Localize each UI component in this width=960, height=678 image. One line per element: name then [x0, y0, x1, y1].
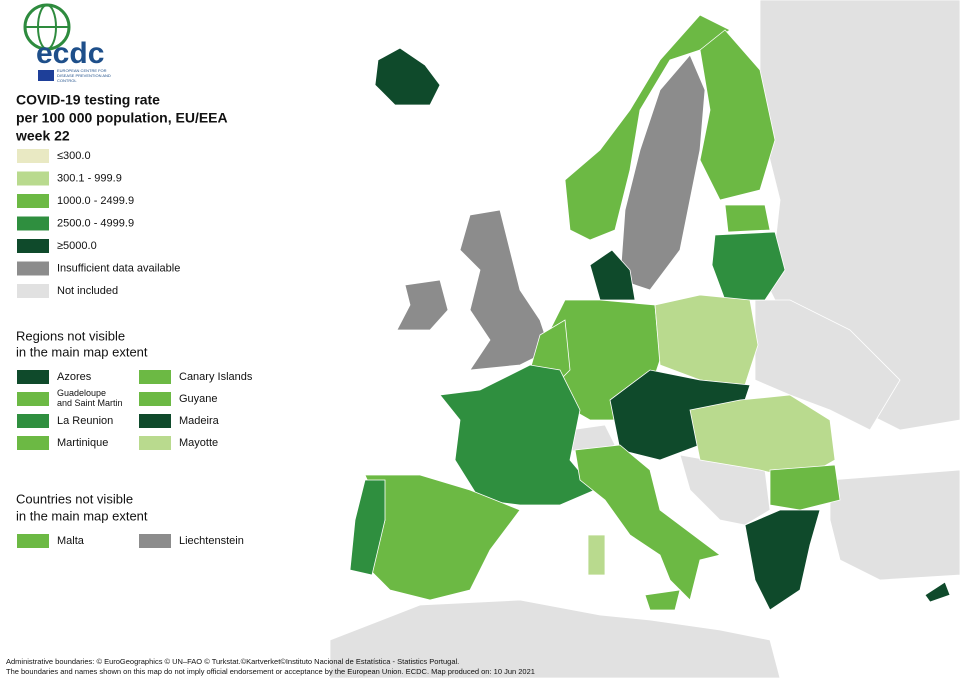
- region-swatch: [139, 414, 171, 428]
- poland: [654, 294, 759, 386]
- legend-label: Insufficient data available: [57, 262, 180, 274]
- map-title: COVID-19 testing rate: [16, 92, 160, 108]
- sicily: [644, 589, 681, 611]
- ukraine-belarus: [754, 299, 901, 431]
- region-swatch: [139, 392, 171, 406]
- map-title: per 100 000 population, EU/EEA: [16, 110, 228, 126]
- map: [329, 0, 960, 678]
- finland: [699, 29, 776, 201]
- region-label-line: and Saint Martin: [57, 398, 123, 408]
- turkey: [829, 469, 960, 581]
- countries-heading: Countries not visible: [16, 491, 133, 506]
- logo-caption-box: EUROPEAN CENTRE FOR DISEASE PREVENTION A…: [57, 68, 111, 83]
- region-label-line: Guadeloupe: [57, 388, 106, 398]
- sweden: [619, 54, 706, 291]
- country-label: Liechtenstein: [179, 535, 244, 547]
- regions-heading: Regions not visible: [16, 328, 125, 343]
- legend-swatch: [17, 149, 49, 163]
- country-swatch: [17, 534, 49, 548]
- regions-heading: in the main map extent: [16, 344, 148, 359]
- country-label: Malta: [57, 535, 85, 547]
- region-label: Canary Islands: [179, 371, 253, 383]
- footer-note: The boundaries and names shown on this m…: [6, 667, 535, 676]
- eu-flag: [38, 70, 54, 81]
- ireland: [396, 279, 449, 331]
- romania: [689, 394, 836, 481]
- region-label: Mayotte: [179, 437, 218, 449]
- region-swatch: [139, 370, 171, 384]
- legend: COVID-19 testing rate per 100 000 populat…: [6, 92, 535, 676]
- region-label: Guadeloupe and Saint Martin: [57, 388, 123, 408]
- region-swatch: [17, 392, 49, 406]
- map-title: week 22: [15, 128, 70, 144]
- legend-swatch: [17, 284, 49, 298]
- greece: [744, 509, 821, 611]
- cyprus: [924, 581, 951, 603]
- legend-swatch: [17, 194, 49, 208]
- north-africa: [329, 599, 781, 678]
- legend-label: ≤300.0: [57, 150, 91, 162]
- bulgaria: [769, 464, 841, 511]
- latvia-lithuania: [711, 231, 786, 301]
- legend-label: Not included: [57, 285, 118, 297]
- estonia: [724, 204, 771, 233]
- region-swatch: [17, 370, 49, 384]
- denmark: [589, 249, 636, 301]
- region-label: Madeira: [179, 415, 220, 427]
- italy: [574, 444, 721, 601]
- region-label: Martinique: [57, 437, 108, 449]
- footer-note: Administrative boundaries: © EuroGeograp…: [6, 657, 459, 666]
- region-swatch: [139, 436, 171, 450]
- region-swatch: [17, 436, 49, 450]
- legend-swatch: [17, 171, 49, 186]
- legend-label: ≥5000.0: [57, 240, 97, 252]
- legend-label: 2500.0 - 4999.9: [57, 217, 134, 229]
- legend-label: 1000.0 - 2499.9: [57, 195, 134, 207]
- region-label: Guyane: [179, 393, 218, 405]
- portugal: [349, 479, 386, 576]
- logo: ecdc EUROPEAN CENTRE FOR DISEASE PREVENT…: [23, 3, 111, 83]
- region-label: Azores: [57, 371, 92, 383]
- legend-swatch: [17, 261, 49, 276]
- region-swatch: [17, 414, 49, 428]
- legend-swatch: [17, 239, 49, 253]
- logo-caption: EUROPEAN CENTRE FOR DISEASE PREVENTION A…: [57, 68, 111, 83]
- legend-label: 300.1 - 999.9: [57, 172, 122, 184]
- region-label: La Reunion: [57, 415, 113, 427]
- legend-swatch: [17, 216, 49, 231]
- united-kingdom: [459, 209, 551, 371]
- iceland: [374, 47, 441, 106]
- logo-line: [37, 4, 57, 50]
- countries-heading: in the main map extent: [16, 508, 148, 523]
- logo-text: ecdc: [36, 37, 104, 70]
- sardinia: [587, 534, 606, 576]
- country-swatch: [139, 534, 171, 548]
